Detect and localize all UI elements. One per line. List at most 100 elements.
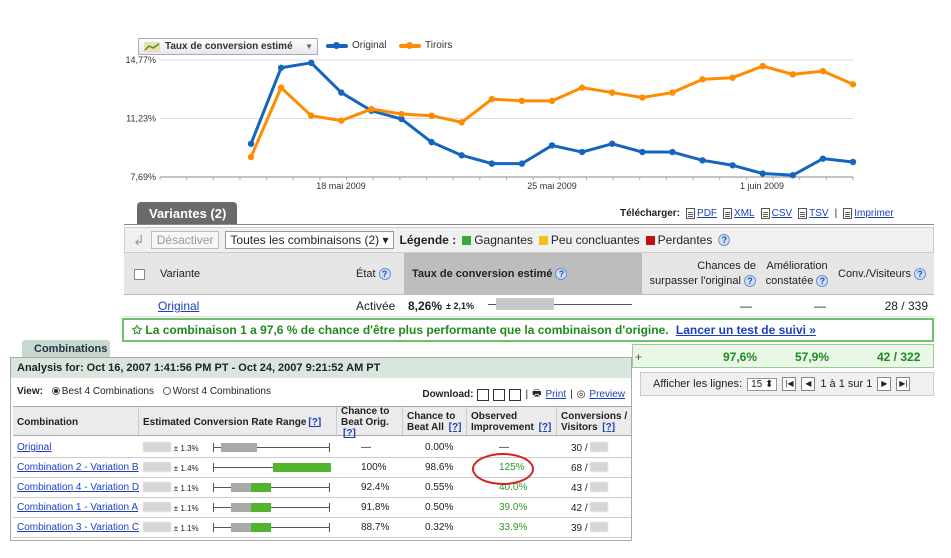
data-point-original[interactable] xyxy=(548,142,556,149)
col-bo-l2: Beat Orig. xyxy=(341,416,389,428)
data-point-tiroirs[interactable] xyxy=(729,74,736,81)
combination-link[interactable]: Combination 2 - Variation B xyxy=(17,462,139,473)
data-point-original[interactable] xyxy=(759,170,766,177)
prev-page-button[interactable]: ◀ xyxy=(801,377,816,391)
data-point-original[interactable] xyxy=(669,148,676,156)
data-point-tiroirs[interactable] xyxy=(699,76,706,83)
help-icon[interactable]: ? xyxy=(914,268,927,280)
csv-download-icon[interactable] xyxy=(509,388,522,401)
download-pdf[interactable]: PDF xyxy=(686,208,717,219)
help-icon[interactable]: ? xyxy=(744,275,756,288)
data-point-tiroirs[interactable] xyxy=(639,94,646,101)
variant-link-original[interactable]: Original xyxy=(158,299,200,313)
data-point-original[interactable] xyxy=(609,140,616,147)
combination-link[interactable]: Combination 1 - Variation A xyxy=(17,502,138,513)
data-point-tiroirs[interactable] xyxy=(759,62,766,70)
last-page-button[interactable]: ▶| xyxy=(896,377,911,391)
xml-icon xyxy=(723,208,733,219)
next-page-button[interactable]: ▶ xyxy=(877,377,892,391)
print-button[interactable]: Imprimer xyxy=(843,208,894,219)
col-chance[interactable]: Chances de surpasser l'original ? xyxy=(646,253,756,295)
col-state[interactable]: État ? xyxy=(356,253,391,295)
col-rate[interactable]: Taux de conversion estimé ? xyxy=(404,253,642,295)
range-tick xyxy=(213,443,214,452)
deactivate-button[interactable]: Désactiver xyxy=(150,231,220,249)
data-point-tiroirs[interactable] xyxy=(548,97,556,105)
data-point-tiroirs[interactable] xyxy=(338,117,345,124)
combinations-filter-select[interactable]: Toutes les combinaisons (2) ▾ xyxy=(225,231,394,249)
view-best-radio[interactable] xyxy=(51,387,60,395)
data-point-original[interactable] xyxy=(699,157,706,164)
help-link[interactable]: [?] xyxy=(448,422,462,433)
table-row: Original ± 1.3% — 0.00% — 30 / xyxy=(13,438,631,458)
help-icon[interactable]: ? xyxy=(378,268,391,280)
tab-variantes[interactable]: Variantes (2) xyxy=(137,202,237,225)
chance-beat-orig: — xyxy=(361,442,371,453)
data-point-tiroirs[interactable] xyxy=(458,119,465,126)
rows-per-page-select[interactable]: 15 ⬍ xyxy=(747,377,778,391)
help-icon[interactable]: ? xyxy=(816,275,829,288)
data-point-original[interactable] xyxy=(428,138,435,146)
help-link[interactable]: [?] xyxy=(602,422,616,433)
help-link[interactable]: [?] xyxy=(538,422,552,433)
checkbox[interactable] xyxy=(134,268,145,280)
data-point-original[interactable] xyxy=(819,155,827,162)
printer-icon: 🖶 xyxy=(532,388,542,399)
data-point-original[interactable] xyxy=(308,59,315,67)
data-point-original[interactable] xyxy=(338,89,345,96)
data-point-tiroirs[interactable] xyxy=(398,110,405,118)
data-point-original[interactable] xyxy=(518,160,526,167)
data-point-tiroirs[interactable] xyxy=(789,71,796,78)
help-link[interactable]: [?] xyxy=(308,416,322,428)
text-download-icon[interactable] xyxy=(477,388,490,401)
data-point-original[interactable] xyxy=(488,160,495,167)
data-point-original[interactable] xyxy=(247,140,255,147)
filter-value: Toutes les combinaisons (2) xyxy=(230,233,380,247)
highlight-circle xyxy=(472,453,534,485)
data-point-tiroirs[interactable] xyxy=(488,95,495,103)
data-point-tiroirs[interactable] xyxy=(819,67,827,75)
print-link[interactable]: Print xyxy=(545,389,567,400)
data-point-original[interactable] xyxy=(458,152,465,159)
data-point-tiroirs[interactable] xyxy=(428,112,435,119)
data-point-original[interactable] xyxy=(398,115,405,123)
range-chart xyxy=(143,482,333,494)
help-link[interactable]: [?] xyxy=(343,427,356,439)
data-point-tiroirs[interactable] xyxy=(518,97,526,105)
help-icon[interactable]: ? xyxy=(555,268,568,280)
preview-link[interactable]: Preview xyxy=(589,389,625,400)
col-improvement[interactable]: Amélioration constatée ? xyxy=(764,253,830,295)
data-point-tiroirs[interactable] xyxy=(669,89,676,96)
download-csv[interactable]: CSV xyxy=(760,208,792,219)
combination-link[interactable]: Combination 3 - Variation C xyxy=(17,522,140,533)
help-icon[interactable]: ? xyxy=(718,234,731,246)
data-point-original[interactable] xyxy=(849,158,857,166)
col-conv[interactable]: Conv./Visiteurs ? xyxy=(838,253,927,295)
col-variant[interactable]: Variante xyxy=(160,253,200,295)
view-worst-radio[interactable] xyxy=(162,387,171,395)
data-point-original[interactable] xyxy=(277,64,285,71)
tab-combinations[interactable]: Combinations xyxy=(22,340,110,358)
data-point-tiroirs[interactable] xyxy=(308,112,315,119)
download-tsv[interactable]: TSV xyxy=(798,208,829,219)
variant-state: Activée xyxy=(356,299,396,313)
data-point-original[interactable] xyxy=(639,148,646,156)
data-point-tiroirs[interactable] xyxy=(277,84,285,91)
combination-link[interactable]: Original xyxy=(17,442,52,453)
excel-download-icon[interactable] xyxy=(493,388,506,401)
data-point-tiroirs[interactable] xyxy=(609,89,616,96)
data-point-original[interactable] xyxy=(729,162,736,169)
range-bar-gray xyxy=(231,523,251,532)
data-point-tiroirs[interactable] xyxy=(578,84,586,91)
data-point-original[interactable] xyxy=(789,171,796,179)
first-page-button[interactable]: |◀ xyxy=(782,377,797,391)
download-xml[interactable]: XML xyxy=(723,208,755,219)
data-point-original[interactable] xyxy=(578,148,586,156)
combination-link[interactable]: Combination 4 - Variation D xyxy=(17,482,140,493)
metric-dropdown[interactable]: Taux de conversion estimé ▼ xyxy=(138,38,318,55)
launch-followup-link[interactable]: Lancer un test de suivi » xyxy=(675,323,816,337)
data-point-tiroirs[interactable] xyxy=(247,153,255,161)
data-point-tiroirs[interactable] xyxy=(849,81,857,88)
select-all-checkbox[interactable] xyxy=(134,253,145,295)
data-point-tiroirs[interactable] xyxy=(368,105,375,113)
